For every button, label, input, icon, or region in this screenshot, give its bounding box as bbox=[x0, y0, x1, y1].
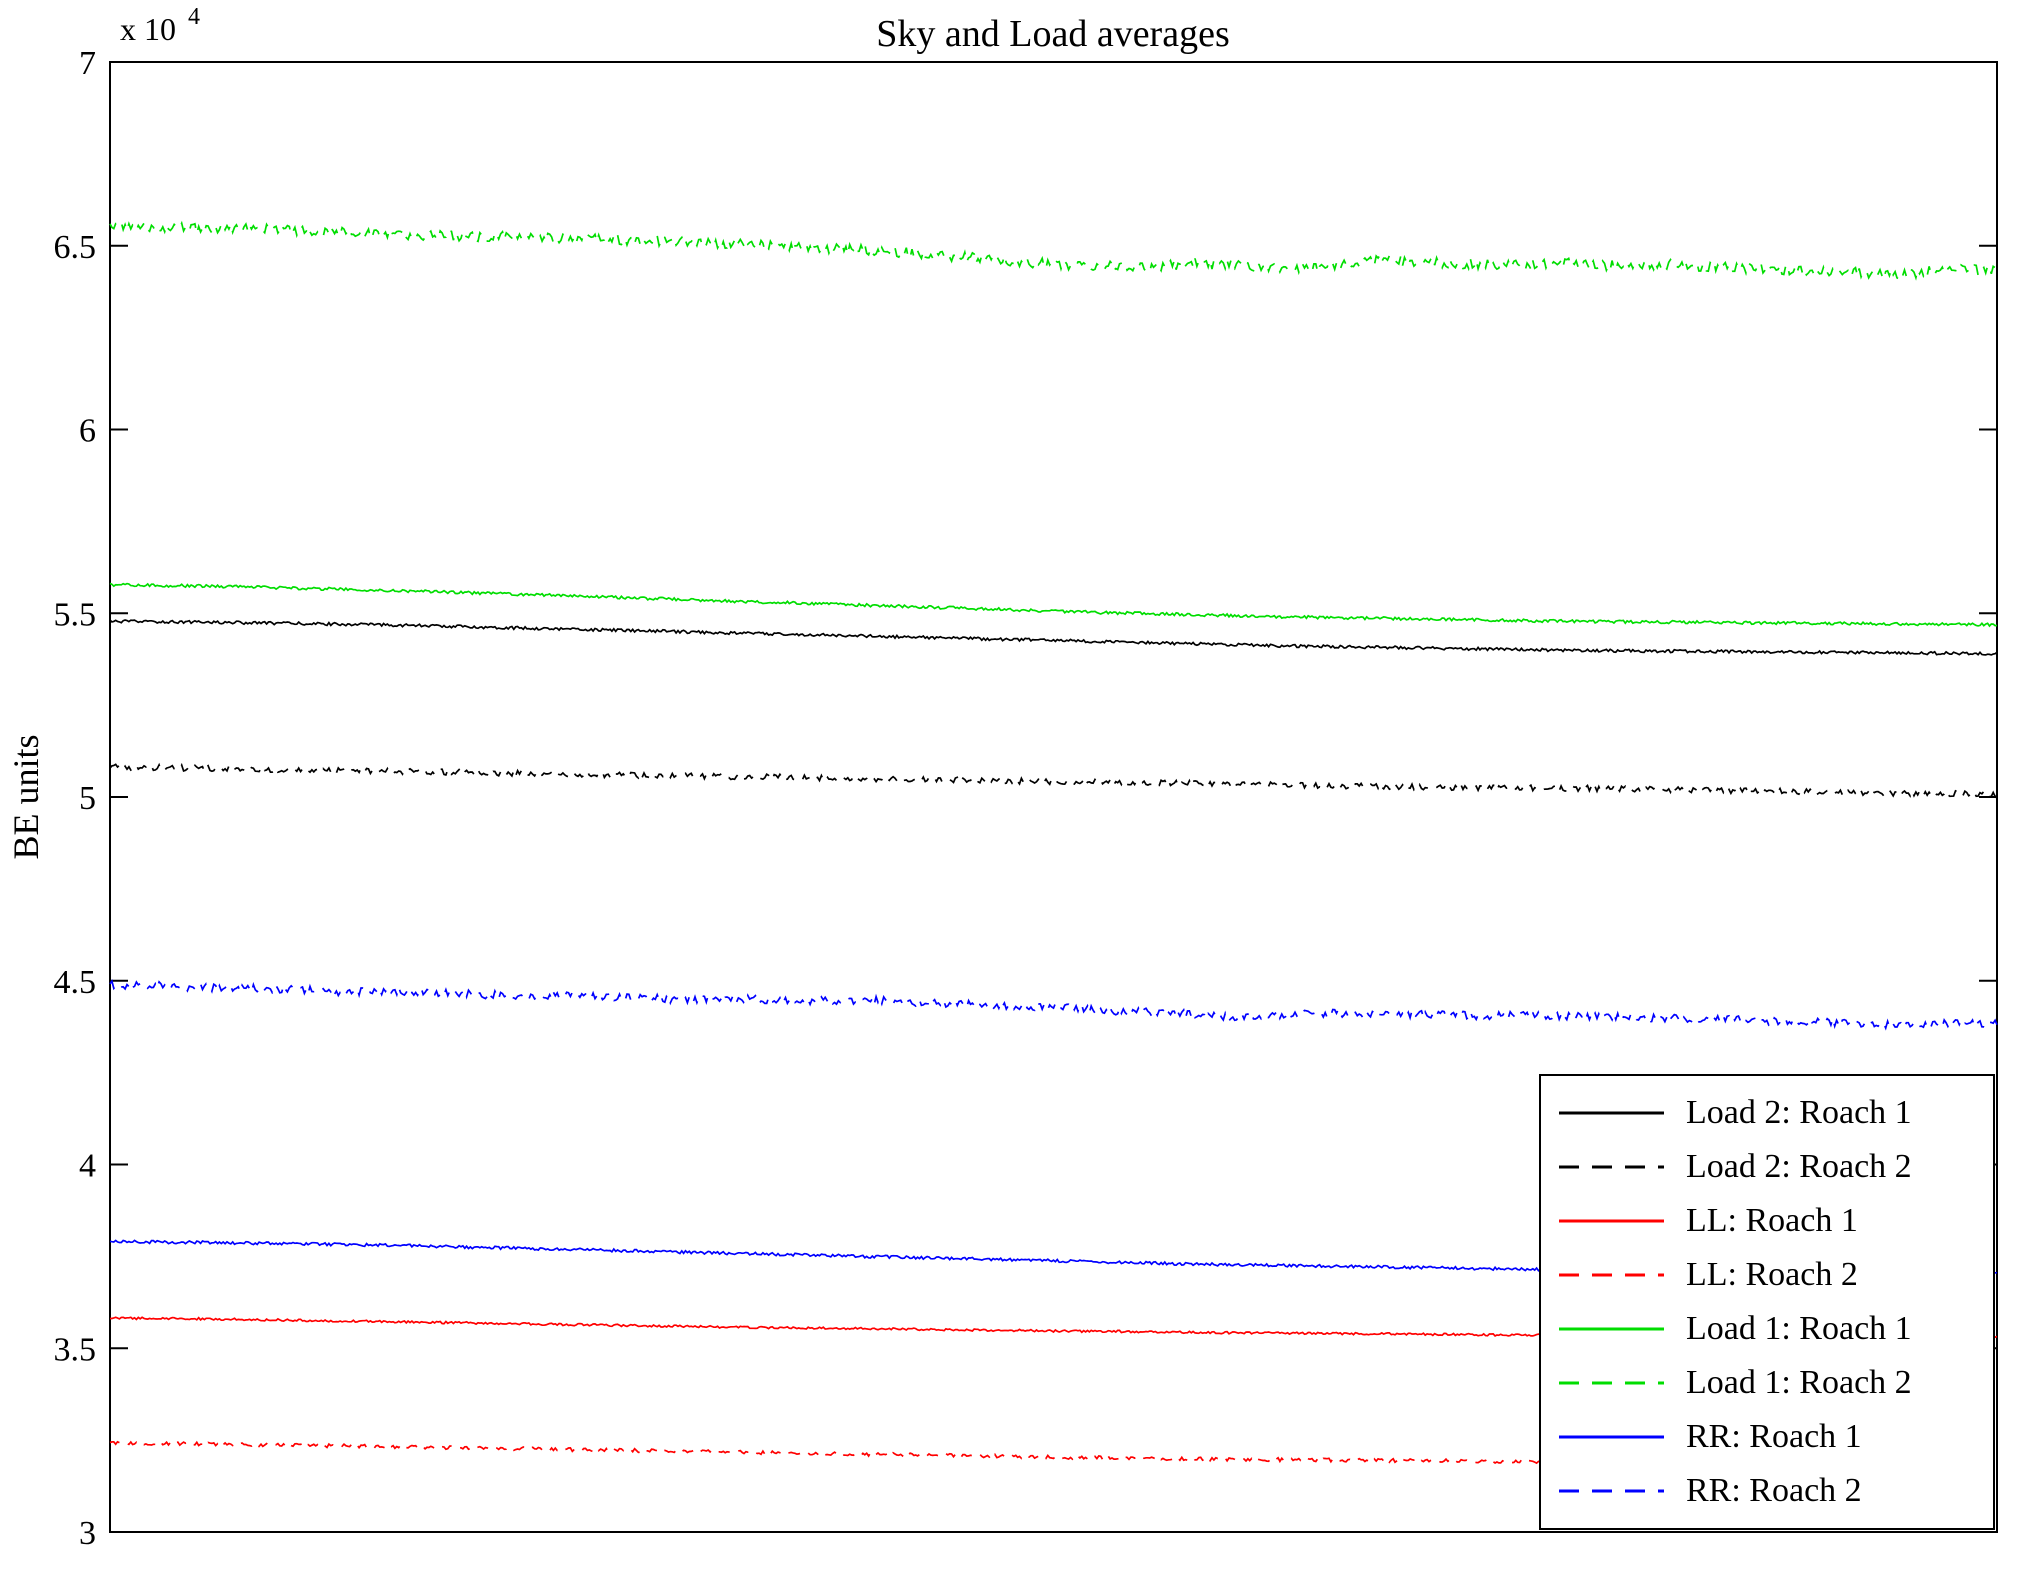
series-line bbox=[109, 582, 1998, 628]
y-tick-label: 6.5 bbox=[54, 229, 97, 266]
legend-item: Load 2: Roach 1 bbox=[1541, 1086, 1993, 1140]
series-line bbox=[109, 762, 1998, 799]
legend-label: RR: Roach 2 bbox=[1686, 1472, 1862, 1509]
y-tick-label: 4.5 bbox=[54, 964, 97, 1001]
legend-line-sample bbox=[1559, 1327, 1664, 1331]
legend-line-sample bbox=[1559, 1381, 1664, 1385]
chart-title: Sky and Load averages bbox=[876, 13, 1230, 55]
legend-label: Load 1: Roach 1 bbox=[1686, 1310, 1912, 1347]
y-tick-label: 7 bbox=[79, 45, 96, 82]
y-tick-label: 4 bbox=[79, 1148, 96, 1185]
legend-item: Load 1: Roach 1 bbox=[1541, 1302, 1993, 1356]
legend-label: Load 2: Roach 1 bbox=[1686, 1094, 1912, 1131]
legend-label: LL: Roach 2 bbox=[1686, 1256, 1858, 1293]
series-line bbox=[109, 1440, 1998, 1467]
legend-line-sample bbox=[1559, 1111, 1664, 1115]
y-axis-label: BE units bbox=[6, 734, 46, 859]
y-tick-label: 3.5 bbox=[54, 1331, 97, 1368]
legend-line-sample bbox=[1559, 1435, 1664, 1439]
legend-item: RR: Roach 1 bbox=[1541, 1410, 1993, 1464]
legend-line-sample bbox=[1559, 1489, 1664, 1493]
series-line bbox=[109, 979, 1998, 1031]
y-scale-label: x 10 4 bbox=[120, 4, 200, 47]
legend-line-sample bbox=[1559, 1219, 1664, 1223]
legend-item: Load 1: Roach 2 bbox=[1541, 1356, 1993, 1410]
legend-item: LL: Roach 1 bbox=[1541, 1194, 1993, 1248]
legend-line-sample bbox=[1559, 1165, 1664, 1169]
legend-item: LL: Roach 2 bbox=[1541, 1248, 1993, 1302]
y-tick-label: 3 bbox=[79, 1515, 96, 1552]
y-tick-label: 6 bbox=[79, 413, 96, 450]
y-ticks: 7 6.5 6 5.5 5 4.5 4 3.5 3 bbox=[54, 45, 1997, 1552]
legend-label: Load 1: Roach 2 bbox=[1686, 1364, 1912, 1401]
y-tick-label: 5 bbox=[79, 780, 96, 817]
legend-line-sample bbox=[1559, 1273, 1664, 1277]
series-line bbox=[109, 220, 1998, 282]
y-tick-label: 5.5 bbox=[54, 596, 97, 633]
legend-item: Load 2: Roach 2 bbox=[1541, 1140, 1993, 1194]
legend-item: RR: Roach 2 bbox=[1541, 1464, 1993, 1518]
series-line bbox=[109, 619, 1998, 656]
legend-label: LL: Roach 1 bbox=[1686, 1202, 1858, 1239]
legend-label: RR: Roach 1 bbox=[1686, 1418, 1862, 1455]
legend-label: Load 2: Roach 2 bbox=[1686, 1148, 1912, 1185]
legend: Load 2: Roach 1 Load 2: Roach 2 LL: Roach … bbox=[1539, 1074, 1995, 1530]
